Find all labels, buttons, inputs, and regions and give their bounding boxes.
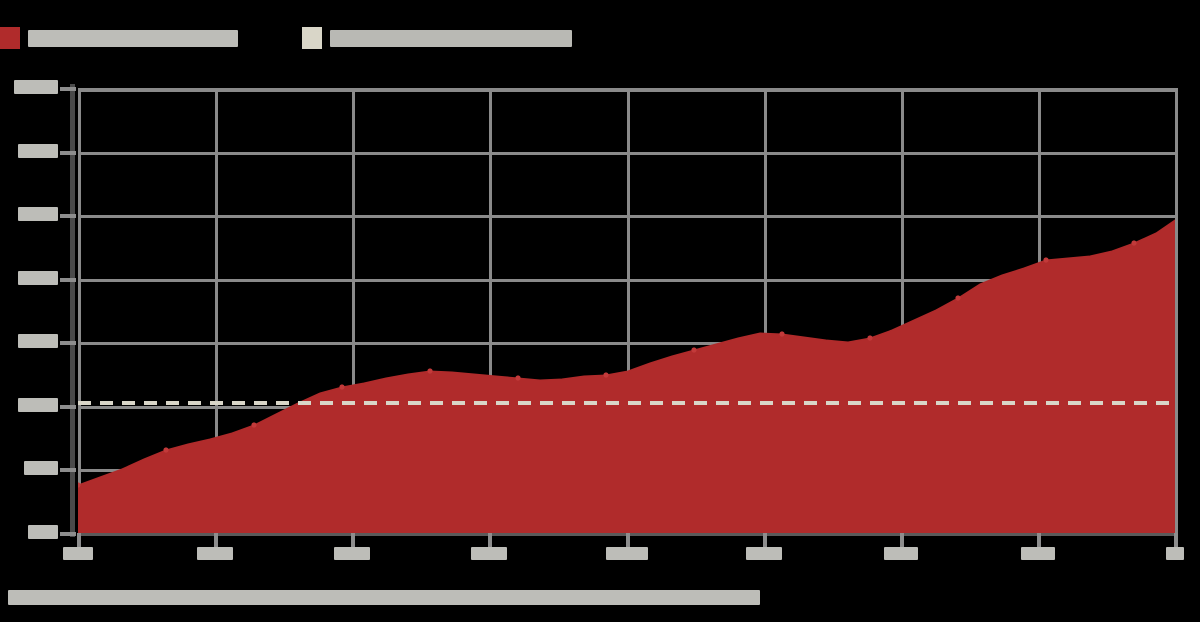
data-point-marker [1131, 240, 1137, 246]
x-axis-tick [1174, 533, 1178, 547]
gridline-vertical [489, 88, 492, 533]
x-axis-tick [77, 533, 81, 547]
data-point-marker [78, 482, 81, 488]
x-axis-tick [763, 533, 767, 547]
data-point-marker [251, 422, 257, 428]
data-point-marker [603, 372, 609, 378]
data-point-marker [515, 375, 521, 381]
legend-swatch-reference-icon [302, 27, 322, 49]
x-axis-tick-label [746, 547, 782, 560]
x-axis-tick-label [606, 547, 648, 560]
data-point-marker [779, 331, 785, 337]
x-axis-tick [488, 533, 492, 547]
gridline-vertical [901, 88, 904, 533]
x-axis-tick-label [63, 547, 93, 560]
y-axis-tick [60, 341, 76, 345]
x-axis-tick-label [1166, 547, 1184, 560]
y-axis-tick [60, 214, 76, 218]
y-axis-tick-label [18, 271, 58, 285]
gridline-horizontal [78, 88, 1175, 91]
y-axis-tick [60, 468, 76, 472]
data-point-marker [867, 335, 873, 341]
legend-item-reference[interactable] [302, 26, 572, 50]
x-axis-tick [900, 533, 904, 547]
gridline-horizontal [78, 215, 1175, 218]
y-axis-tick [60, 405, 76, 409]
legend-swatch-series-icon [0, 27, 20, 49]
x-axis-tick [351, 533, 355, 547]
x-axis-tick-label [1021, 547, 1055, 560]
y-axis-tick-label [24, 461, 58, 475]
y-axis-tick-label [18, 207, 58, 221]
gridline-horizontal [78, 342, 1175, 345]
y-axis-tick [60, 151, 76, 155]
x-axis-tick [626, 533, 630, 547]
data-point-marker [691, 347, 697, 353]
area-series [78, 219, 1175, 533]
y-axis-tick-label [28, 525, 58, 539]
figure-caption [8, 590, 760, 605]
data-point-marker [163, 447, 169, 453]
gridline-vertical [627, 88, 630, 533]
x-axis-tick [214, 533, 218, 547]
y-axis-tick [60, 532, 76, 536]
gridline-vertical [215, 88, 218, 533]
gridline-vertical [352, 88, 355, 533]
legend-item-series[interactable] [0, 26, 238, 50]
gridline-horizontal [78, 279, 1175, 282]
data-point-marker [955, 295, 961, 301]
gridline-vertical [764, 88, 767, 533]
x-axis-tick-label [197, 547, 233, 560]
y-axis-tick-label [14, 80, 58, 94]
data-point-marker [427, 368, 433, 374]
data-point-marker [339, 384, 345, 390]
x-axis-tick-label [334, 547, 370, 560]
gridline-vertical [78, 88, 81, 533]
x-axis-tick [1037, 533, 1041, 547]
legend-label-series [28, 29, 238, 47]
y-axis-spine [70, 84, 75, 537]
gridline-vertical [1175, 88, 1178, 533]
chart-legend [0, 26, 572, 50]
y-axis-tick [60, 278, 76, 282]
caption-text [8, 590, 760, 605]
x-axis-tick-label [884, 547, 918, 560]
data-point-marker [1043, 257, 1049, 263]
y-axis-tick-label [18, 334, 58, 348]
y-axis-tick [60, 87, 76, 91]
y-axis-tick-label [18, 398, 58, 412]
y-axis-tick-label [18, 144, 58, 158]
x-axis-tick-label [471, 547, 507, 560]
area-fill [78, 219, 1175, 533]
legend-label-reference [330, 29, 572, 47]
gridline-horizontal [78, 152, 1175, 155]
